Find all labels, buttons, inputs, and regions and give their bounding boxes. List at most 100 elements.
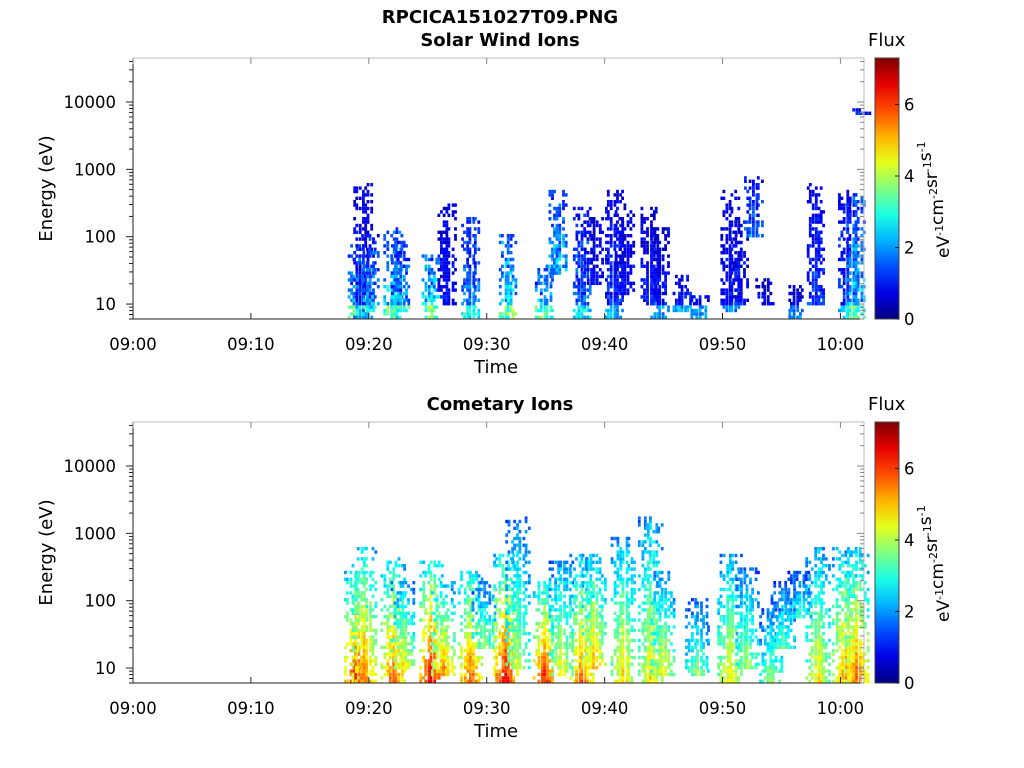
heatmap-cell — [838, 206, 841, 211]
heatmap-cell — [650, 227, 654, 231]
heatmap-cell — [571, 649, 575, 653]
heatmap-cell — [435, 652, 439, 656]
heatmap-cell — [852, 223, 856, 228]
heatmap-cell — [516, 628, 519, 632]
heatmap-cell — [728, 200, 732, 204]
heatmap-cell — [432, 285, 436, 289]
heatmap-cell — [854, 237, 858, 241]
heatmap-cell — [558, 227, 562, 231]
heatmap-cell — [548, 604, 552, 609]
heatmap-cell — [513, 638, 517, 643]
heatmap-cell — [621, 278, 625, 282]
heatmap-cell — [592, 625, 595, 629]
heatmap-cell — [399, 632, 403, 636]
heatmap-cell — [374, 672, 378, 677]
heatmap-cell — [424, 632, 428, 636]
heatmap-cell — [563, 601, 566, 605]
heatmap-cell — [358, 315, 362, 319]
heatmap-cell — [840, 196, 844, 200]
heatmap-cell — [360, 638, 364, 643]
heatmap-cell — [553, 244, 556, 248]
heatmap-cell — [796, 291, 800, 296]
heatmap-cell — [554, 645, 557, 649]
heatmap-cell — [842, 237, 846, 241]
heatmap-cell — [562, 244, 565, 248]
heatmap-cell — [498, 587, 502, 592]
heatmap-cell — [840, 308, 844, 313]
heatmap-cell — [817, 288, 821, 292]
heatmap-cell — [366, 288, 369, 292]
heatmap-cell — [650, 240, 654, 245]
heatmap-cell — [646, 288, 649, 292]
heatmap-cell — [752, 223, 755, 228]
heatmap-cell — [457, 591, 461, 595]
heatmap-cell — [690, 295, 694, 299]
heatmap-cell — [511, 649, 514, 653]
heatmap-cell — [450, 611, 454, 615]
heatmap-cell — [589, 645, 593, 649]
heatmap-cell — [374, 604, 378, 609]
heatmap-cell — [555, 230, 559, 234]
heatmap-cell — [808, 230, 812, 234]
heatmap-cell — [614, 291, 618, 296]
heatmap-cell — [558, 203, 562, 207]
heatmap-cell — [445, 237, 449, 241]
heatmap-cell — [725, 240, 729, 245]
heatmap-cell — [347, 278, 351, 282]
heatmap-cell — [548, 254, 552, 258]
heatmap-cell — [402, 254, 406, 258]
heatmap-cell — [848, 257, 852, 262]
heatmap-cell — [814, 234, 818, 238]
heatmap-cell — [386, 308, 390, 313]
heatmap-cell — [585, 662, 588, 666]
heatmap-cell — [392, 669, 396, 673]
heatmap-cell — [390, 308, 394, 313]
heatmap-cell — [799, 312, 802, 316]
heatmap-cell — [799, 291, 802, 296]
heatmap-cell — [658, 312, 662, 316]
heatmap-cell — [653, 291, 657, 296]
heatmap-cell — [578, 601, 582, 605]
heatmap-cell — [629, 244, 633, 248]
heatmap-cell — [355, 261, 359, 265]
heatmap-cell — [737, 302, 741, 306]
heatmap-cell — [565, 618, 569, 622]
heatmap-cell — [493, 564, 496, 568]
heatmap-cell — [352, 659, 356, 663]
heatmap-cell — [468, 308, 472, 313]
heatmap-cell — [360, 547, 364, 551]
heatmap-cell — [606, 298, 610, 302]
heatmap-cell — [488, 591, 492, 595]
heatmap-cell — [788, 291, 792, 296]
heatmap-cell — [430, 642, 434, 646]
heatmap-cell — [539, 308, 543, 313]
heatmap-cell — [369, 628, 372, 632]
heatmap-cell — [846, 254, 849, 258]
heatmap-cell — [564, 203, 568, 207]
heatmap-cell — [814, 268, 818, 272]
heatmap-cell — [527, 526, 531, 530]
heatmap-cell — [479, 628, 483, 632]
heatmap-cell — [737, 291, 741, 296]
heatmap-cell — [453, 581, 456, 585]
heatmap-cell — [403, 577, 406, 581]
heatmap-cell — [435, 305, 439, 309]
heatmap-cell — [516, 570, 519, 575]
heatmap-cell — [840, 230, 844, 234]
heatmap-cell — [347, 271, 351, 275]
heatmap-cell — [524, 587, 528, 592]
heatmap-cell — [518, 662, 522, 666]
heatmap-cell — [386, 312, 390, 316]
heatmap-cell — [471, 618, 475, 622]
heatmap-cell — [439, 666, 443, 670]
heatmap-cell — [616, 200, 619, 204]
heatmap-cell — [606, 210, 610, 214]
heatmap-cell — [370, 315, 374, 319]
heatmap-cell — [360, 567, 364, 571]
heatmap-cell — [545, 285, 549, 289]
heatmap-cell — [814, 298, 818, 302]
heatmap-cell — [654, 257, 658, 262]
heatmap-cell — [469, 625, 472, 629]
heatmap-cell — [854, 257, 858, 262]
heatmap-cell — [614, 210, 618, 214]
